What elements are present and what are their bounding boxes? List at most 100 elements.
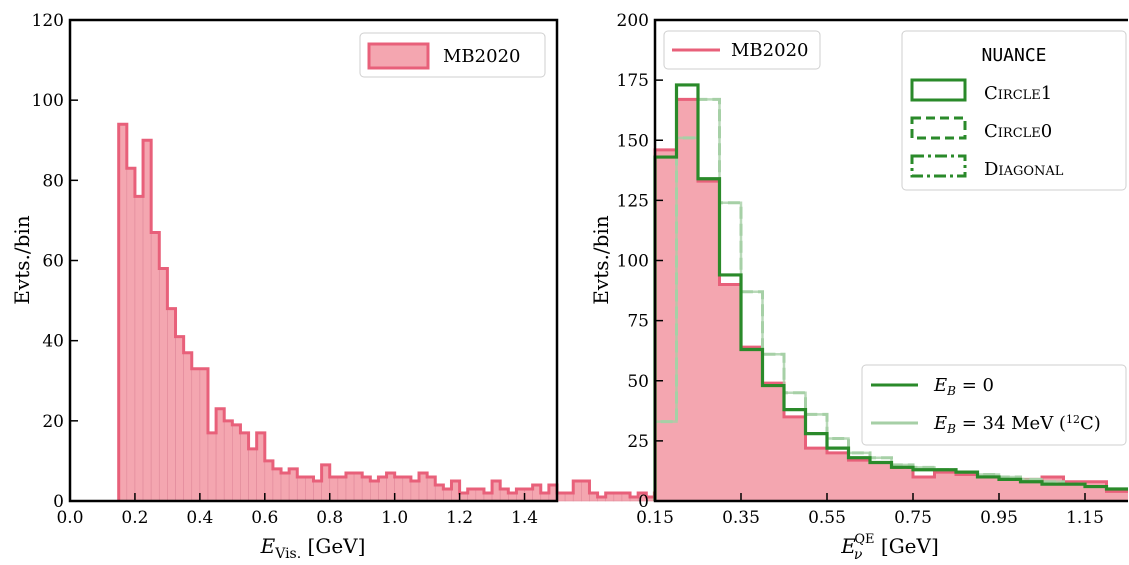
left-x-tick-label: 0.4 — [186, 508, 213, 528]
left-x-tick-label: 1.0 — [381, 508, 408, 528]
left-bar — [126, 168, 136, 502]
right-legend-swatch-circle0 — [910, 116, 967, 140]
right-bar-mb2020 — [741, 347, 763, 501]
right-y-axis-label: Evts./bin — [589, 215, 613, 304]
right-x-tick-label: 0.95 — [980, 508, 1018, 528]
left-y-tick-label: 120 — [32, 11, 64, 31]
left-bar — [337, 476, 347, 502]
left-y-tick-label: 20 — [42, 412, 64, 432]
left-bar — [248, 448, 257, 502]
right-legend-nuance-title: NUANCE — [981, 45, 1046, 66]
left-x-tick-label: 1.2 — [446, 508, 473, 528]
left-legend: MB2020 — [359, 32, 546, 78]
left-bar — [280, 472, 290, 502]
right-x-tick-label: 0.15 — [636, 508, 674, 528]
right-bar-mb2020 — [891, 467, 913, 501]
left-y-tick-label: 40 — [42, 332, 64, 352]
left-bar — [175, 336, 184, 502]
right-legend-swatch-diagonal — [910, 154, 967, 178]
right-y-tick-label: 100 — [617, 252, 649, 272]
left-bar — [191, 368, 201, 502]
left-bar — [329, 476, 339, 502]
right-legend-mb2020: MB2020 — [663, 30, 821, 70]
left-bar — [207, 432, 217, 502]
left-legend-label-mb2020: MB2020 — [443, 46, 520, 67]
right-legend-label-circle1: Circle1 — [984, 83, 1052, 104]
right-bar-mb2020 — [913, 476, 935, 501]
left-bar — [524, 488, 533, 502]
right-x-tick-label: 0.75 — [894, 508, 932, 528]
right-bar-mb2020 — [848, 460, 870, 501]
right-x-tick-label: 0.55 — [808, 508, 846, 528]
left-y-tick-label: 100 — [32, 91, 64, 111]
right-y-tick-label: 25 — [627, 432, 649, 452]
left-x-tick-label: 1.4 — [511, 508, 538, 528]
right-x-ticks: 0.15 0.35 0.55 0.75 0.95 1.15 — [636, 493, 1104, 528]
left-y-tick-label: 0 — [53, 492, 64, 512]
right-bar-mb2020 — [870, 462, 892, 501]
right-x-tick-label: 0.35 — [722, 508, 760, 528]
right-y-tick-label: 125 — [617, 191, 649, 211]
left-x-tick-label: 0.6 — [251, 508, 278, 528]
right-bar-mb2020 — [676, 99, 698, 502]
right-y-tick-label: 175 — [617, 71, 649, 91]
right-series-circle1 — [653, 83, 1128, 501]
left-plot-frame — [68, 18, 559, 503]
left-legend-swatch-mb2020 — [367, 42, 430, 70]
right-histograms — [653, 83, 1128, 502]
left-y-axis-label: Evts./bin — [10, 215, 34, 304]
left-bar — [296, 476, 306, 502]
right-bar-mb2020 — [999, 479, 1021, 501]
right-legend-label-eb34: EB = 34 MeV (12C) — [933, 413, 1101, 436]
right-legend-nuance: NUANCE Circle1 Circle0 Diagonal — [901, 30, 1127, 191]
right-y-tick-label: 150 — [617, 131, 649, 151]
right-y-tick-label: 0 — [638, 492, 649, 512]
left-x-axis-label: EVis. [GeV] — [260, 534, 366, 562]
right-bar-mb2020 — [934, 472, 956, 501]
left-y-ticks: 0 20 40 60 80 100 120 — [32, 11, 78, 512]
left-bar — [313, 480, 322, 502]
left-bar — [410, 480, 420, 502]
right-y-tick-label: 50 — [627, 372, 649, 392]
right-bar-mb2020 — [698, 181, 720, 501]
right-y-tick-label: 200 — [617, 11, 649, 31]
left-x-tick-label: 0.8 — [316, 508, 343, 528]
left-y-tick-label: 80 — [42, 171, 64, 191]
right-bar-mb2020 — [762, 383, 784, 501]
left-x-tick-label: 0.0 — [56, 508, 83, 528]
right-y-ticks: 0 25 50 75 100 125 150 175 200 — [617, 11, 663, 512]
left-bar — [134, 196, 144, 502]
left-bar — [394, 476, 404, 502]
left-bar — [443, 488, 452, 502]
right-bar-mb2020 — [977, 476, 999, 501]
right-legend-swatch-circle1 — [910, 78, 967, 102]
right-bar-mb2020 — [1063, 481, 1085, 501]
right-bar-mb2020 — [719, 284, 741, 501]
right-bar-mb2020 — [784, 416, 806, 501]
right-x-tick-label: 1.15 — [1066, 508, 1104, 528]
right-bar-mb2020 — [1020, 479, 1042, 501]
left-bar — [150, 232, 160, 502]
right-legend-label-circle0: Circle0 — [984, 121, 1052, 142]
right-legend-label-diagonal: Diagonal — [984, 159, 1064, 180]
left-bar — [370, 480, 379, 502]
right-bar-mb2020 — [655, 149, 677, 501]
left-bar — [232, 424, 241, 502]
right-bar-mb2020 — [827, 452, 849, 501]
right-bar-mb2020 — [1106, 491, 1128, 501]
left-bar — [183, 352, 193, 502]
right-y-tick-label: 75 — [627, 312, 649, 332]
right-bar-mb2020 — [1085, 481, 1107, 501]
left-y-tick-label: 60 — [42, 252, 64, 272]
right-legend-label-mb2020: MB2020 — [731, 40, 808, 61]
left-bar — [223, 420, 233, 502]
right-plot-frame — [653, 18, 1128, 503]
right-legend-eb: EB = 0 EB = 34 MeV (12C) — [861, 364, 1127, 446]
right-chart: 0.15 0.35 0.55 0.75 0.95 1.15 0 25 50 75 100 125 15… — [589, 11, 1129, 563]
right-legend-label-eb0: EB = 0 — [933, 375, 994, 398]
right-x-axis-label: EνQE [GeV] — [840, 532, 939, 563]
right-bar-mb2020 — [956, 474, 978, 501]
right-bar-mb2020 — [805, 448, 827, 501]
left-x-tick-label: 0.2 — [121, 508, 148, 528]
